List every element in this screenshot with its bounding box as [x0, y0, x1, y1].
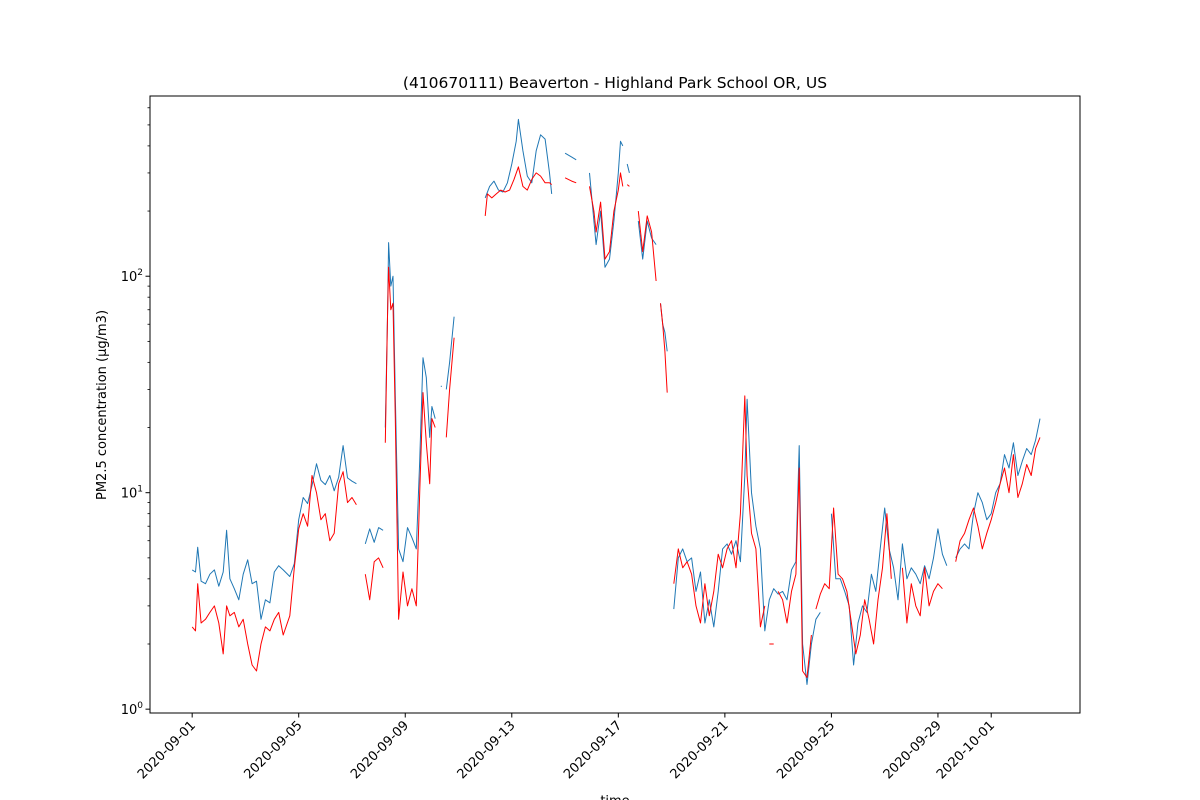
- series-2-segment-2: [364, 557, 384, 601]
- series-2-segment-8: [626, 184, 630, 187]
- plot-frame: [149, 95, 1081, 714]
- series-1-segment-8: [589, 140, 624, 268]
- series-1-segment-14: [955, 418, 1041, 559]
- y-axis: 100 101 102: [121, 107, 150, 718]
- series-1-segment-2: [364, 527, 384, 545]
- chart-title: (410670111) Beaverton - Highland Park Sc…: [403, 74, 827, 92]
- series-2-segment-3: [384, 266, 436, 620]
- y-tick-label: 101: [121, 485, 143, 502]
- series-1-segment-1: [191, 445, 357, 620]
- series-2-segment-15: [901, 567, 943, 624]
- y-tick-label: 102: [121, 268, 143, 285]
- series-1-segment-6: [484, 118, 553, 199]
- series-1-segment-5: [445, 316, 455, 390]
- x-axis-label: time: [600, 794, 629, 800]
- series-2-segment-5: [484, 166, 553, 216]
- series-2-segment-6: [564, 177, 577, 184]
- series-1-segment-7: [564, 152, 577, 161]
- series-2-segment-1: [191, 471, 357, 672]
- series-2-segment-11: [673, 395, 766, 628]
- y-axis-label: PM2.5 concentration (µg/m3): [95, 310, 110, 500]
- series-2-segment-9: [637, 211, 657, 282]
- series-2-segment-10: [660, 303, 668, 393]
- plot-series: [191, 118, 1041, 685]
- series-1-segment-3: [384, 242, 436, 563]
- y-tick-label: 100: [121, 701, 144, 718]
- series-1-segment-10: [637, 220, 657, 260]
- series-2-segment-16: [955, 437, 1041, 562]
- series-2-segment-4: [445, 337, 455, 438]
- series-2-segment-14: [815, 507, 892, 655]
- series-1-segment-9: [626, 163, 630, 174]
- series-2-segment-7: [589, 172, 624, 260]
- series-2-segment-13: [777, 467, 812, 678]
